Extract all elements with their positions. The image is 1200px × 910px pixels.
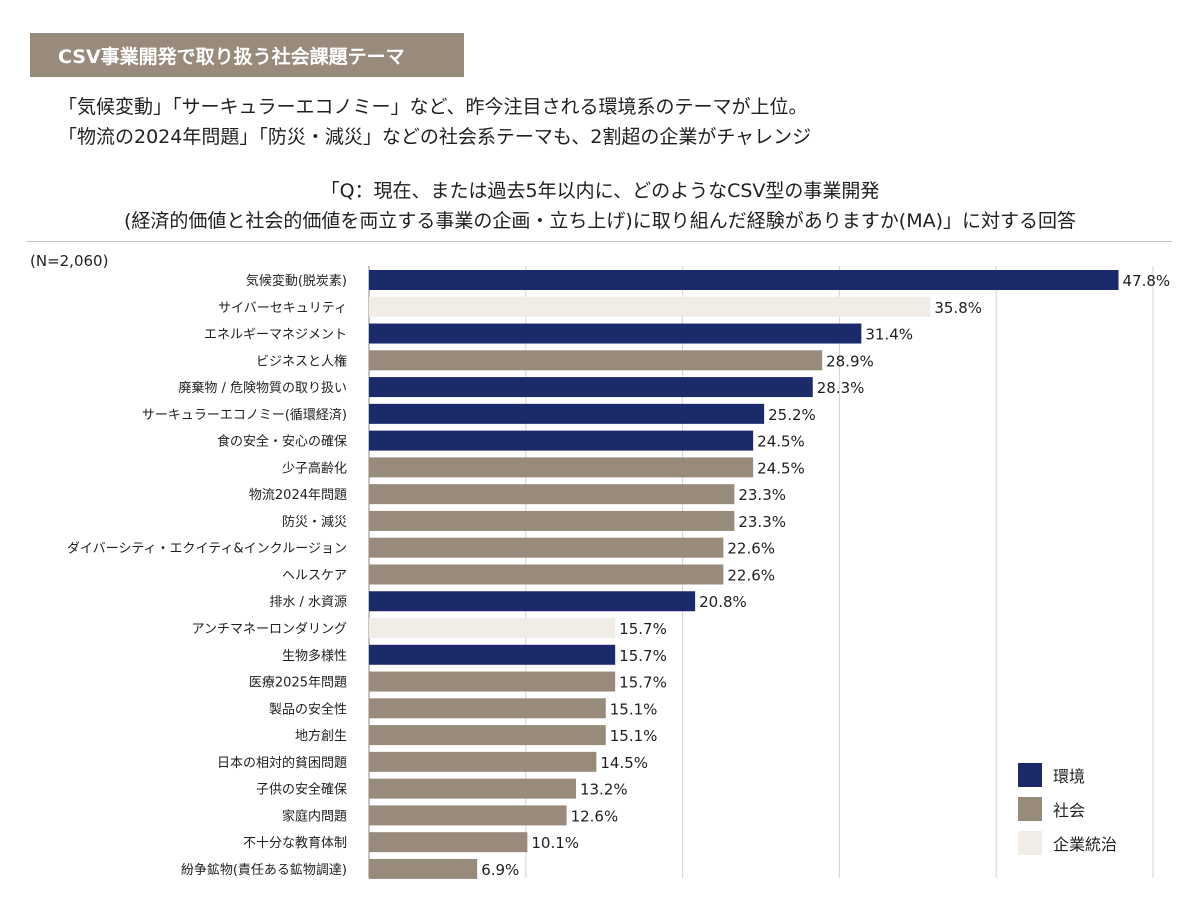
bar [369,457,754,478]
sample-size-label: (N=2,060) [30,252,109,270]
category-label: 食の安全・安心の確保 [217,434,347,450]
category-label: サーキュラーエコノミー(循環経済) [142,407,347,423]
category-label: サイバーセキュリティ [218,301,347,316]
divider [26,241,1172,242]
category-label: 気候変動(脱炭素) [246,273,347,289]
data-label: 23.3% [738,513,786,531]
data-label: 35.8% [934,299,982,317]
bar [369,323,862,344]
bar [369,671,616,692]
bar [369,510,735,531]
bar [369,618,616,639]
bar [369,644,616,665]
data-label: 24.5% [757,459,805,477]
bar [369,537,724,558]
data-label: 20.8% [699,593,747,611]
question-line-2: (経済的価値と社会的価値を両立する事業の企画・立ち上げ)に取り組んだ経験がありま… [123,210,1077,232]
bar [369,350,823,371]
bar [369,564,724,585]
data-label: 31.4% [865,326,913,344]
category-label: 日本の相対的貧困問題 [217,755,347,771]
bar [369,430,754,451]
category-label: 製品の安全性 [269,701,347,717]
legend-swatch [1018,763,1042,787]
legend-label: 企業統治 [1053,835,1118,854]
category-label: ダイバーシティ・エクイティ&インクルージョン [67,542,347,557]
data-label: 10.1% [531,834,579,852]
chart-header-title: CSV事業開発で取り扱う社会課題テーマ [30,33,464,77]
category-label: 防災・減災 [282,514,347,530]
bar [369,698,606,719]
category-label: 家庭内問題 [282,808,347,824]
data-label: 14.5% [600,754,648,772]
category-label: 排水 / 水資源 [269,595,347,610]
category-label: ヘルスケア [282,568,347,583]
survey-question: 「Q：現在、または過去5年以内に、どのようなCSV型の事業開発 (経済的価値と社… [0,176,1200,236]
category-label: 不十分な教育体制 [243,835,347,851]
data-label: 15.1% [610,700,658,718]
category-label: 紛争鉱物(責任ある鉱物調達) [181,862,347,878]
bar [369,805,567,826]
bar [369,377,813,398]
data-label: 15.7% [619,647,667,665]
question-line-1: 「Q：現在、または過去5年以内に、どのようなCSV型の事業開発 [320,180,880,202]
legend-item-environment: 環境 [1018,763,1117,787]
bar [369,484,735,505]
data-label: 22.6% [727,566,775,584]
category-label: 少子高齢化 [282,460,347,476]
bar [369,751,597,772]
bar [369,725,606,746]
category-label: 物流2024年問題 [249,488,347,503]
category-label: 廃棄物 / 危険物質の取り扱い [178,380,347,396]
bar [369,296,931,317]
legend-item-social: 社会 [1018,797,1117,821]
category-label: 地方創生 [295,728,347,744]
chart-subtitle: 「気候変動」「サーキュラーエコノミー」など、昨今注目される環境系のテーマが上位。… [58,92,811,152]
bar [369,858,478,879]
data-label: 22.6% [727,540,775,558]
category-label: エネルギーマネジメント [204,328,347,343]
legend-item-governance: 企業統治 [1018,831,1117,855]
category-label: アンチマネーロンダリング [192,622,347,637]
data-label: 15.7% [619,620,667,638]
bar [369,778,576,799]
legend-swatch [1018,831,1042,855]
bar [369,270,1119,290]
category-label: 子供の安全確保 [256,782,347,798]
subtitle-line-2: 「物流の2024年問題」「防災・減災」などの社会系テーマも、2割超の企業がチャレ… [58,126,812,148]
legend-swatch [1018,797,1042,821]
data-label: 24.5% [757,433,805,451]
chart-legend: 環境 社会 企業統治 [1018,763,1117,865]
bar [369,832,528,853]
category-label: 医療2025年問題 [249,676,347,691]
data-label: 28.3% [817,379,865,397]
data-label: 6.9% [481,861,519,879]
data-label: 13.2% [580,781,628,799]
data-label: 47.8% [1123,272,1171,290]
data-label: 23.3% [738,486,786,504]
data-label: 15.7% [619,674,667,692]
legend-label: 社会 [1053,801,1086,820]
category-label: 生物多様性 [282,648,347,664]
subtitle-line-1: 「気候変動」「サーキュラーエコノミー」など、昨今注目される環境系のテーマが上位。 [58,96,808,118]
data-label: 15.1% [610,727,658,745]
legend-label: 環境 [1053,767,1086,786]
data-label: 25.2% [768,406,816,424]
bar [369,403,765,424]
bar [369,591,696,612]
data-label: 12.6% [571,807,619,825]
category-label: ビジネスと人権 [256,353,347,369]
data-label: 28.9% [826,352,874,370]
